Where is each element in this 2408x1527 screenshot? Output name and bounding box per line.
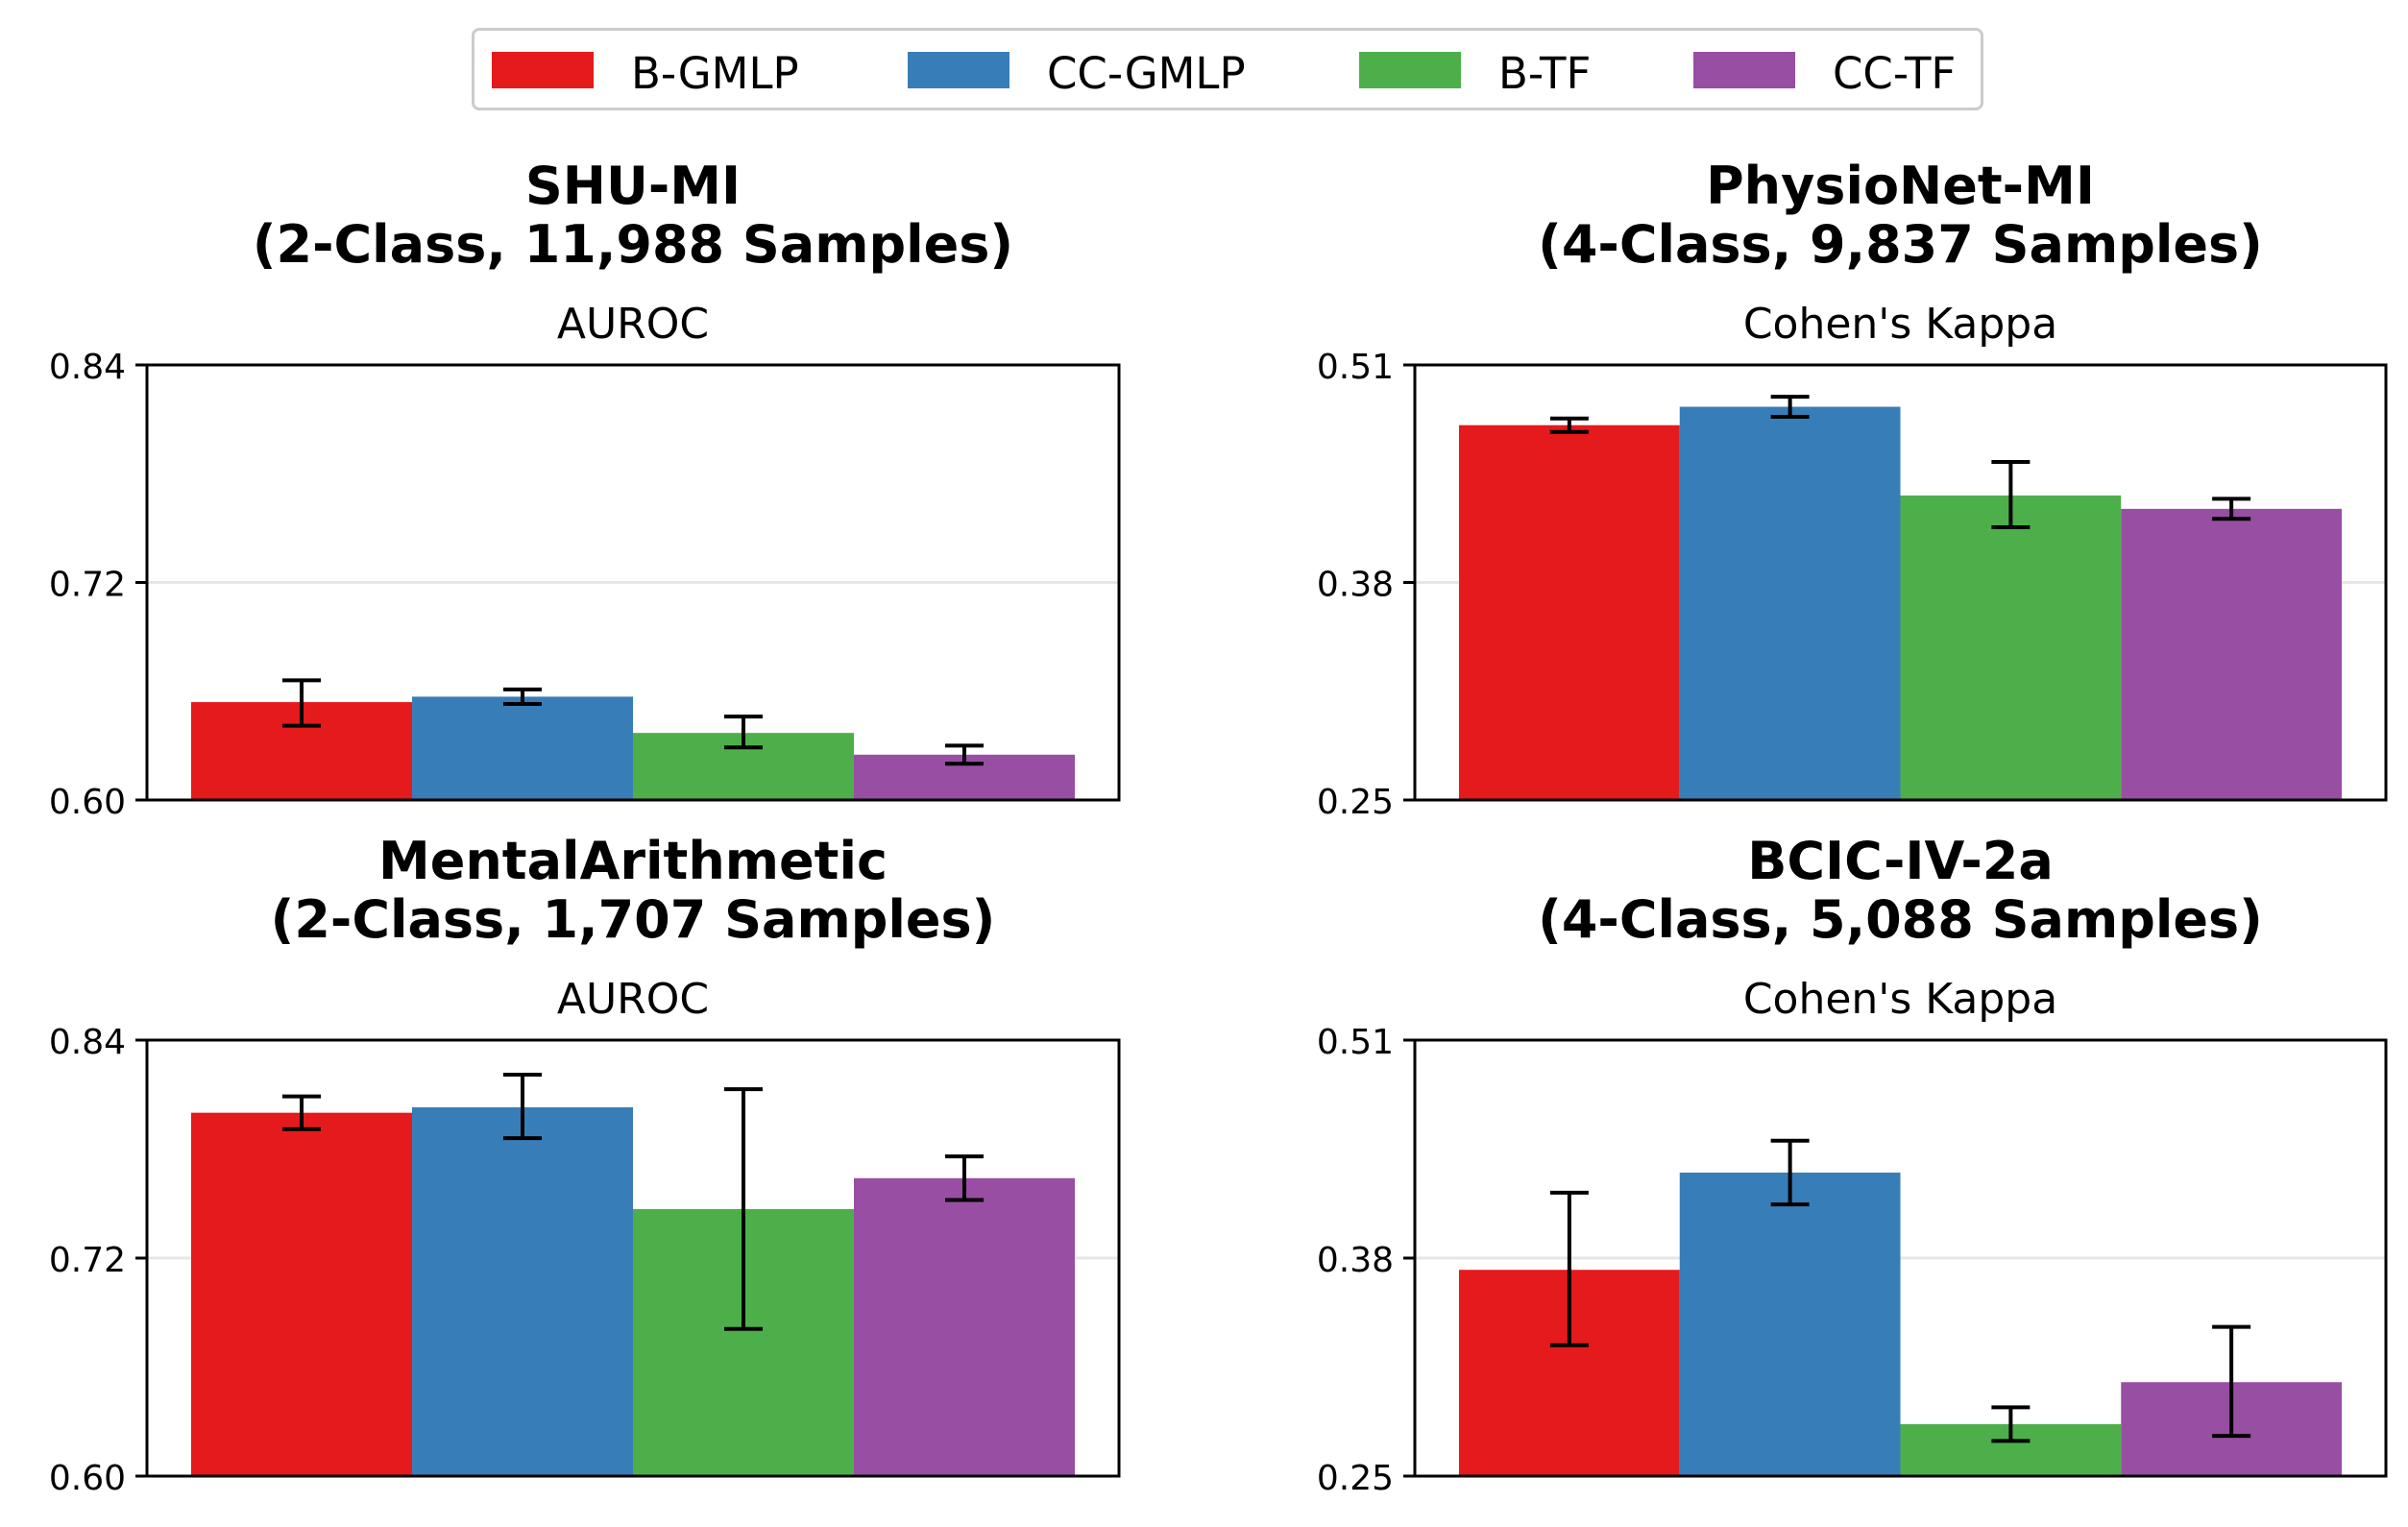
- y-tick-label: 0.84: [49, 348, 126, 387]
- legend-label-cc-gmlp: CC-GMLP: [1047, 48, 1246, 99]
- legend-label-b-gmlp: B-GMLP: [631, 48, 799, 99]
- y-tick-label: 0.25: [1317, 1459, 1394, 1498]
- y-tick-label: 0.84: [49, 1023, 126, 1062]
- y-tick-label: 0.25: [1317, 783, 1394, 822]
- legend-swatch-b-tf: [1359, 52, 1461, 88]
- y-tick-label: 0.60: [49, 783, 126, 822]
- chart-title: BCIC-IV-2a: [1747, 831, 2054, 891]
- y-tick-label: 0.38: [1317, 566, 1394, 605]
- y-tick-label: 0.51: [1317, 348, 1394, 387]
- legend-label-b-tf: B-TF: [1498, 48, 1592, 99]
- y-tick-label: 0.51: [1317, 1023, 1394, 1062]
- bar-b-gmlp: [1459, 424, 1680, 800]
- metric-label: AUROC: [557, 975, 709, 1024]
- chart-title: SHU-MI: [525, 156, 741, 216]
- chart-subtitle: (4-Class, 5,088 Samples): [1538, 889, 2263, 950]
- bar-cc-gmlp: [412, 1106, 633, 1476]
- chart-subtitle: (2-Class, 11,988 Samples): [253, 214, 1013, 275]
- y-tick-label: 0.60: [49, 1459, 126, 1498]
- chart-title: MentalArithmetic: [378, 831, 888, 891]
- bar-cc-gmlp: [1679, 1172, 1901, 1476]
- legend-swatch-b-gmlp: [492, 52, 594, 88]
- bar-cc-tf: [2121, 508, 2342, 800]
- bar-cc-gmlp: [412, 696, 633, 800]
- y-tick-label: 0.72: [49, 1241, 126, 1280]
- chart-title: PhysioNet-MI: [1706, 156, 2095, 216]
- metric-label: Cohen's Kappa: [1743, 975, 2057, 1024]
- metric-label: Cohen's Kappa: [1743, 300, 2057, 349]
- legend-label-cc-tf: CC-TF: [1833, 48, 1957, 99]
- legend-swatch-cc-gmlp: [908, 52, 1009, 88]
- legend-swatch-cc-tf: [1693, 52, 1795, 88]
- bar-cc-tf: [854, 1177, 1075, 1476]
- legend: B-GMLP CC-GMLP B-TF CC-TF: [472, 28, 1983, 110]
- y-tick-label: 0.38: [1317, 1241, 1394, 1280]
- chart-subtitle: (4-Class, 9,837 Samples): [1538, 214, 2263, 275]
- metric-label: AUROC: [557, 300, 709, 349]
- bar-b-tf: [1900, 495, 2122, 800]
- y-tick-label: 0.72: [49, 566, 126, 605]
- bar-b-gmlp: [191, 1112, 412, 1476]
- bar-cc-gmlp: [1679, 406, 1901, 800]
- chart-subtitle: (2-Class, 1,707 Samples): [271, 889, 996, 950]
